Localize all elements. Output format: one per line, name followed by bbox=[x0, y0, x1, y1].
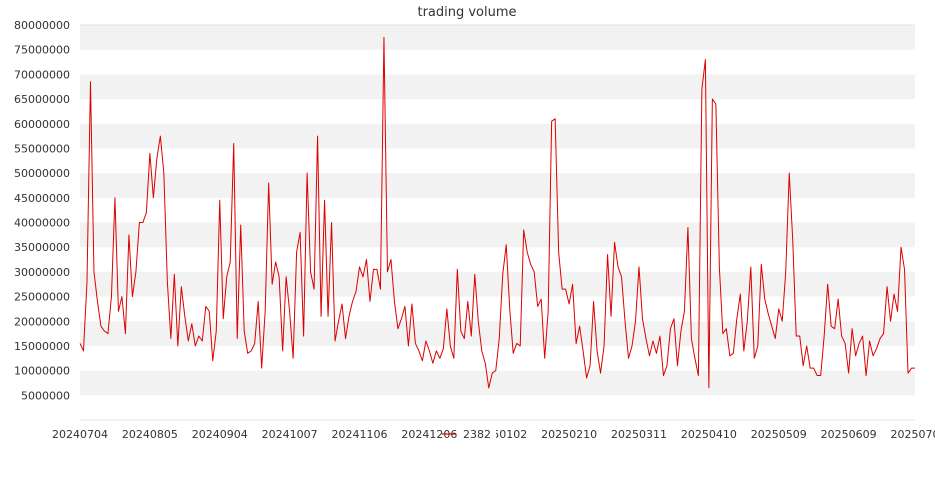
y-tick-label: 45000000 bbox=[14, 192, 70, 205]
y-tick-label: 70000000 bbox=[14, 68, 70, 81]
x-axis-ticks: 20240704 20240805 20240904 20241007 20241106… bbox=[52, 428, 935, 441]
y-tick-label: 65000000 bbox=[14, 93, 70, 106]
y-tick-label: 10000000 bbox=[14, 365, 70, 378]
x-tick-label: 20240904 bbox=[192, 428, 248, 441]
x-tick-label: 20250210 bbox=[541, 428, 597, 441]
legend-label: 2382 bbox=[463, 428, 491, 441]
grid-band bbox=[80, 197, 915, 223]
grid-band bbox=[80, 74, 915, 100]
grid-band bbox=[80, 296, 915, 322]
grid-band bbox=[80, 148, 915, 174]
y-tick-label: 40000000 bbox=[14, 217, 70, 230]
grid-bands bbox=[80, 24, 915, 421]
grid-band bbox=[80, 25, 915, 50]
x-tick-label: 20250708 bbox=[890, 428, 935, 441]
y-tick-label: 25000000 bbox=[14, 291, 70, 304]
grid-band bbox=[80, 370, 915, 396]
grid-band bbox=[80, 123, 915, 149]
x-tick-label: 20241106 bbox=[331, 428, 387, 441]
x-tick-label: 20250509 bbox=[751, 428, 807, 441]
x-tick-label: 20240805 bbox=[122, 428, 178, 441]
y-tick-label: 30000000 bbox=[14, 266, 70, 279]
x-tick-label: 20241206 bbox=[401, 428, 457, 441]
y-tick-label: 55000000 bbox=[14, 142, 70, 155]
grid-band bbox=[80, 49, 915, 75]
grid-band bbox=[80, 99, 915, 124]
grid-band bbox=[80, 222, 915, 248]
grid-band bbox=[80, 395, 915, 420]
grid-band bbox=[80, 321, 915, 346]
legend[interactable]: 2382 bbox=[442, 426, 496, 442]
x-tick-label: 20250609 bbox=[821, 428, 877, 441]
y-tick-label: 75000000 bbox=[14, 44, 70, 57]
y-tick-label: 50000000 bbox=[14, 167, 70, 180]
grid-band bbox=[80, 173, 915, 198]
x-tick-label: 20241007 bbox=[262, 428, 318, 441]
y-tick-label: 15000000 bbox=[14, 340, 70, 353]
y-tick-label: 20000000 bbox=[14, 315, 70, 328]
x-tick-label: 20250311 bbox=[611, 428, 667, 441]
y-tick-label: 60000000 bbox=[14, 118, 70, 131]
legend-background bbox=[458, 426, 496, 442]
y-tick-label: 35000000 bbox=[14, 241, 70, 254]
y-axis-ticks: 5000000 10000000 15000000 20000000 25000000 3… bbox=[14, 19, 70, 402]
grid-band bbox=[80, 271, 915, 297]
x-tick-label: 20250410 bbox=[681, 428, 737, 441]
series-line bbox=[79, 36, 915, 389]
x-tick-label: 20240704 bbox=[52, 428, 108, 441]
y-tick-label: 80000000 bbox=[14, 19, 70, 32]
chart-title: trading volume bbox=[417, 5, 516, 20]
y-tick-label: 5000000 bbox=[21, 389, 70, 402]
grid-band bbox=[80, 247, 915, 272]
series-layer bbox=[79, 36, 915, 389]
